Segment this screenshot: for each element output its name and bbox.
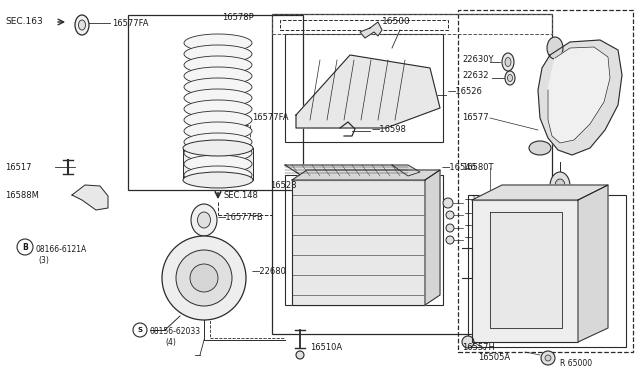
Ellipse shape	[79, 20, 86, 30]
Polygon shape	[360, 22, 382, 38]
Text: S: S	[138, 327, 143, 333]
Text: 16578P: 16578P	[222, 13, 253, 22]
Text: —16577FB: —16577FB	[218, 212, 264, 221]
Ellipse shape	[550, 172, 570, 200]
Text: —16526: —16526	[448, 87, 483, 96]
Ellipse shape	[184, 34, 252, 52]
Ellipse shape	[529, 141, 551, 155]
Ellipse shape	[184, 100, 252, 118]
Polygon shape	[425, 170, 440, 305]
Ellipse shape	[184, 111, 252, 129]
Ellipse shape	[184, 45, 252, 63]
Ellipse shape	[75, 15, 89, 35]
Ellipse shape	[502, 53, 514, 71]
Text: SEC.163: SEC.163	[5, 17, 43, 26]
Text: B: B	[22, 243, 28, 251]
Text: 16588M: 16588M	[5, 190, 39, 199]
Ellipse shape	[184, 56, 252, 74]
Ellipse shape	[184, 67, 252, 85]
Text: —16510A: —16510A	[465, 208, 502, 218]
Circle shape	[162, 236, 246, 320]
Bar	[272, 14, 552, 334]
Text: (4): (4)	[165, 337, 176, 346]
Text: 22630Y: 22630Y	[462, 55, 493, 64]
Text: 16577FA: 16577FA	[112, 19, 148, 28]
Ellipse shape	[184, 78, 252, 96]
Bar	[280, 20, 448, 30]
Circle shape	[176, 250, 232, 306]
Text: —16598B: —16598B	[465, 196, 502, 205]
Ellipse shape	[555, 179, 565, 193]
Bar	[190, 238, 218, 246]
Bar	[272, 14, 552, 34]
Circle shape	[462, 336, 474, 348]
Bar	[285, 34, 443, 142]
Polygon shape	[72, 185, 108, 210]
Polygon shape	[490, 212, 562, 328]
Polygon shape	[392, 165, 420, 176]
Ellipse shape	[508, 74, 513, 81]
Polygon shape	[472, 185, 608, 200]
Text: (3): (3)	[38, 256, 49, 264]
Circle shape	[541, 351, 555, 365]
Bar	[458, 10, 633, 352]
Circle shape	[446, 224, 454, 232]
Text: —16546: —16546	[442, 164, 477, 173]
Ellipse shape	[184, 155, 252, 173]
Text: 16505A: 16505A	[478, 353, 510, 362]
Text: 22632: 22632	[462, 71, 488, 80]
Text: SEC.148: SEC.148	[224, 192, 259, 201]
Text: 16577: 16577	[462, 113, 488, 122]
Ellipse shape	[184, 133, 252, 151]
Ellipse shape	[184, 122, 252, 140]
Ellipse shape	[198, 212, 211, 228]
Text: —16598: —16598	[372, 125, 407, 134]
Text: 16500: 16500	[382, 17, 411, 26]
Circle shape	[446, 236, 454, 244]
Circle shape	[545, 355, 551, 361]
Text: 08156-62033: 08156-62033	[150, 327, 201, 337]
Bar	[128, 15, 303, 190]
Circle shape	[443, 198, 453, 208]
Text: 16577FA: 16577FA	[252, 113, 289, 122]
Bar	[183, 148, 253, 180]
Polygon shape	[292, 180, 425, 305]
Ellipse shape	[184, 166, 252, 184]
Ellipse shape	[184, 89, 252, 107]
Polygon shape	[578, 185, 608, 342]
Polygon shape	[472, 200, 578, 342]
Text: —22680: —22680	[252, 267, 287, 276]
Bar	[285, 175, 443, 305]
Text: —16576E: —16576E	[465, 234, 502, 243]
Ellipse shape	[191, 204, 217, 236]
Polygon shape	[538, 40, 622, 155]
Text: —16557G: —16557G	[465, 221, 503, 231]
Text: 16528: 16528	[270, 180, 296, 189]
Polygon shape	[292, 170, 440, 180]
Text: 16517: 16517	[5, 163, 31, 171]
Text: 08166-6121A: 08166-6121A	[35, 246, 86, 254]
Text: R 65000: R 65000	[560, 359, 592, 369]
Polygon shape	[296, 55, 440, 128]
Ellipse shape	[505, 58, 511, 67]
Circle shape	[296, 351, 304, 359]
Circle shape	[190, 264, 218, 292]
Ellipse shape	[547, 37, 563, 59]
Ellipse shape	[183, 140, 253, 156]
Text: 16580T: 16580T	[462, 164, 493, 173]
Circle shape	[446, 211, 454, 219]
Text: 16557H: 16557H	[462, 343, 495, 353]
Bar	[468, 195, 626, 347]
Ellipse shape	[184, 144, 252, 162]
Ellipse shape	[183, 172, 253, 188]
Polygon shape	[285, 165, 408, 176]
Polygon shape	[548, 47, 610, 143]
Text: 16510A: 16510A	[310, 343, 342, 353]
Ellipse shape	[505, 71, 515, 85]
